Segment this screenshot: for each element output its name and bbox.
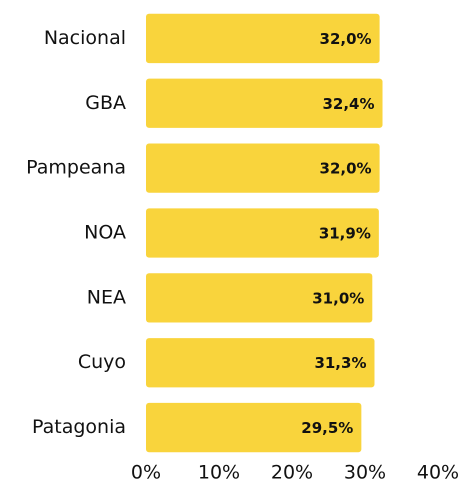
bar [146,143,380,193]
value-label: 31,9% [319,225,371,243]
category-label: NOA [84,222,126,244]
x-tick-label: 20% [271,462,313,484]
category-label: NEA [87,286,126,308]
x-tick-label: 40% [417,462,459,484]
value-label: 31,3% [314,354,366,372]
x-tick-label: 0% [131,462,161,484]
value-label: 31,0% [312,289,364,307]
value-label: 32,4% [322,95,374,113]
category-label: Cuyo [78,351,126,373]
category-label: Patagonia [32,416,126,438]
category-label: Nacional [44,27,126,49]
bar [146,273,373,323]
bar [146,402,362,453]
bar [146,13,380,64]
value-label: 32,0% [320,160,372,178]
category-label: Pampeana [26,157,126,179]
bar [146,78,383,128]
bar [146,338,375,388]
x-tick-label: 10% [198,462,240,484]
value-label: 29,5% [301,419,353,437]
value-label: 32,0% [320,30,372,48]
category-label: GBA [85,92,126,114]
x-tick-label: 30% [344,462,386,484]
bar [146,208,379,258]
